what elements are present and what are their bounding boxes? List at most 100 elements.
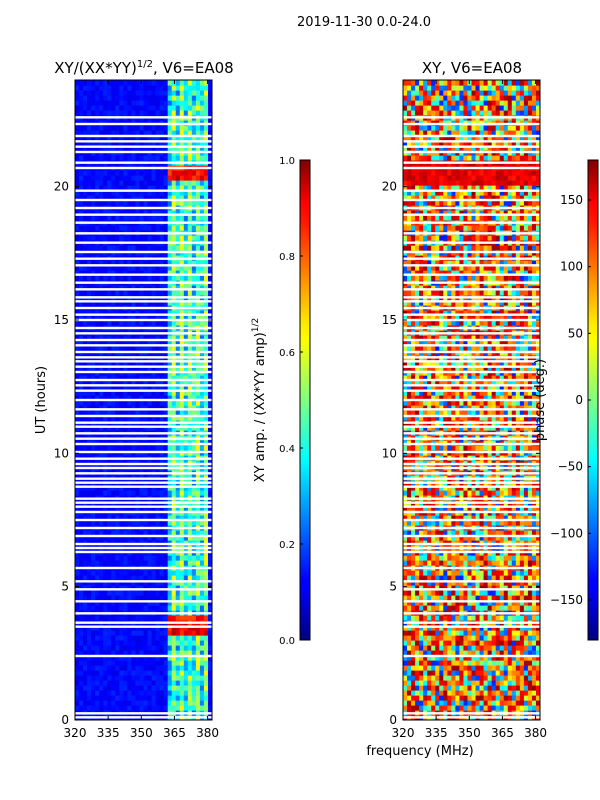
heatmap-cell [507, 645, 513, 651]
heatmap-cell [411, 660, 416, 666]
heatmap-cell [83, 590, 88, 596]
heatmap-cell [135, 690, 141, 696]
heatmap-cell [79, 140, 84, 146]
heatmap-cell [87, 630, 92, 636]
heatmap-cell [179, 670, 185, 676]
heatmap-cell [147, 595, 153, 601]
heatmap-cell [163, 285, 169, 291]
heatmap-cell [195, 195, 201, 201]
heatmap-cell [435, 655, 440, 661]
heatmap-cell [187, 270, 193, 276]
heatmap-cell [87, 335, 92, 341]
heatmap-cell [187, 390, 193, 396]
heatmap-cell [495, 665, 501, 671]
heatmap-cell [175, 110, 181, 116]
heatmap-cell [179, 445, 185, 451]
heatmap-cell [143, 580, 149, 586]
heatmap-cell [167, 95, 173, 101]
heatmap-cell [191, 85, 197, 91]
heatmap-cell [131, 80, 137, 86]
flagged-row [75, 318, 212, 322]
heatmap-cell [179, 515, 185, 521]
heatmap-cell [95, 195, 100, 201]
heatmap-cell [159, 300, 165, 306]
x-tick-label: 335 [97, 726, 120, 740]
heatmap-cell [491, 695, 497, 701]
heatmap-cell [171, 155, 177, 161]
heatmap-cell [131, 415, 137, 421]
heatmap-cell [99, 445, 104, 451]
heatmap-cell [91, 665, 96, 671]
heatmap-cell [203, 170, 209, 176]
heatmap-cell [151, 185, 157, 191]
heatmap-cell [163, 515, 169, 521]
heatmap-cell [527, 695, 533, 701]
heatmap-cell [135, 520, 141, 526]
heatmap-cell [179, 185, 185, 191]
heatmap-cell [479, 695, 485, 701]
heatmap-cell [99, 615, 104, 621]
heatmap-cell [131, 345, 137, 351]
heatmap-cell [503, 695, 509, 701]
heatmap-cell [103, 490, 108, 496]
heatmap-cell [171, 110, 177, 116]
heatmap-cell [131, 535, 137, 541]
heatmap-cell [199, 170, 205, 176]
heatmap-cell [207, 340, 212, 346]
heatmap-cell [127, 170, 133, 176]
flagged-row [75, 232, 212, 235]
heatmap-cell [187, 85, 193, 91]
heatmap-cell [151, 395, 157, 401]
heatmap-cell [159, 225, 165, 231]
heatmap-cell [119, 375, 124, 381]
heatmap-cell [479, 660, 485, 666]
heatmap-cell [199, 655, 205, 661]
heatmap-cell [135, 560, 141, 566]
heatmap-cell [155, 560, 161, 566]
heatmap-cell [207, 685, 212, 691]
heatmap-cell [527, 660, 533, 666]
heatmap-cell [111, 675, 116, 681]
heatmap-cell [123, 680, 128, 686]
heatmap-cell [107, 85, 112, 91]
heatmap-cell [139, 130, 145, 136]
heatmap-cell [163, 490, 169, 496]
heatmap-cell [147, 80, 153, 86]
heatmap-cell [127, 245, 133, 251]
heatmap-cell [199, 80, 205, 86]
heatmap-cell [131, 585, 137, 591]
heatmap-cell [183, 600, 189, 606]
heatmap-cell [207, 180, 212, 186]
heatmap-cell [203, 605, 209, 611]
heatmap-cell [191, 140, 197, 146]
heatmap-cell [139, 415, 145, 421]
heatmap-cell [187, 200, 193, 206]
heatmap-cell [75, 600, 80, 606]
heatmap-cell [199, 575, 205, 581]
heatmap-cell [191, 530, 197, 536]
heatmap-cell [119, 265, 124, 271]
heatmap-cell [167, 690, 173, 696]
heatmap-cell [187, 80, 193, 86]
heatmap-cell [515, 680, 521, 686]
heatmap-cell [83, 685, 88, 691]
heatmap-cell [87, 225, 92, 231]
heatmap-cell [155, 225, 161, 231]
heatmap-cell [91, 700, 96, 706]
heatmap-cell [175, 615, 181, 621]
heatmap-cell [151, 515, 157, 521]
heatmap-cell [135, 630, 141, 636]
heatmap-cell [191, 660, 197, 666]
heatmap-cell [463, 670, 469, 676]
heatmap-cell [203, 410, 209, 416]
heatmap-cell [79, 265, 84, 271]
heatmap-cell [187, 265, 193, 271]
heatmap-cell [119, 560, 124, 566]
heatmap-cell [163, 100, 169, 106]
heatmap-cell [407, 680, 412, 686]
heatmap-cell [167, 645, 173, 651]
heatmap-cell [475, 695, 481, 701]
heatmap-cell [147, 315, 153, 321]
heatmap-cell [179, 490, 185, 496]
heatmap-cell [103, 200, 108, 206]
